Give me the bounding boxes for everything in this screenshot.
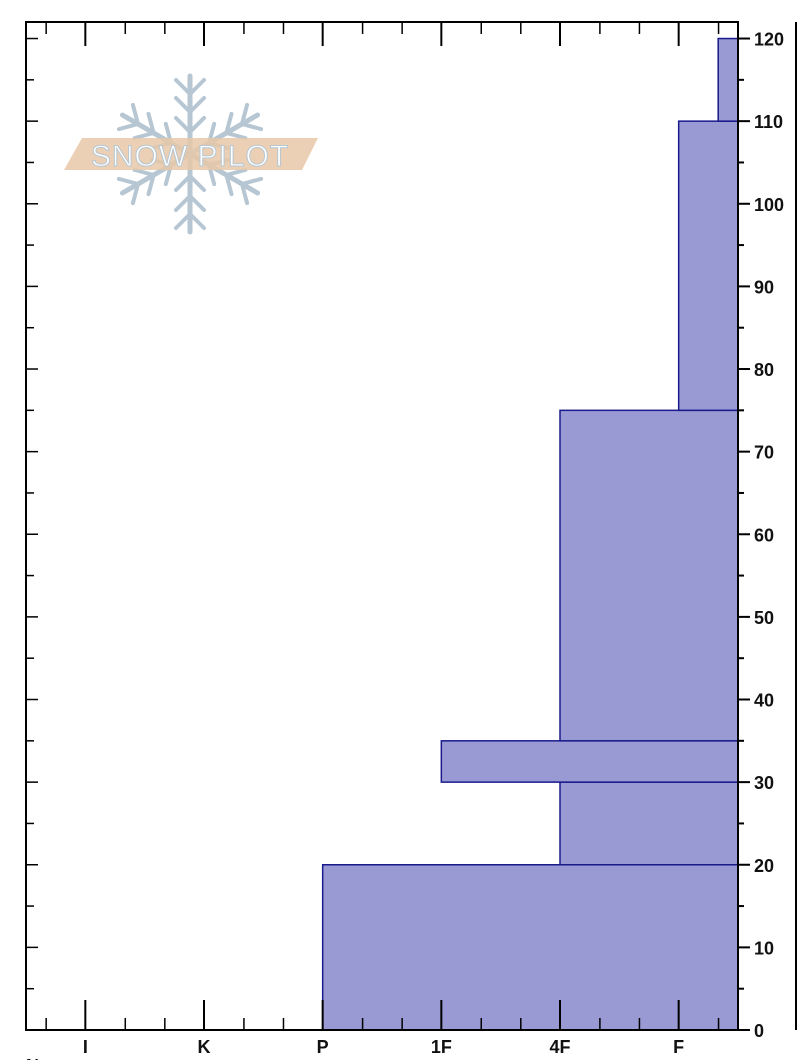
layer-bar-1	[559, 781, 739, 866]
y-tick-label: 70	[754, 443, 774, 463]
layer-bar-4	[677, 120, 739, 412]
y-tick-label: 20	[754, 856, 774, 876]
layer-bar-2	[440, 740, 739, 783]
layer-bar-5	[717, 37, 739, 122]
y-tick-label: 60	[754, 525, 774, 545]
y-tick-label: 0	[754, 1021, 764, 1041]
y-tick-label: 50	[754, 608, 774, 628]
logo-text: SNOW PILOT	[91, 140, 289, 173]
x-tick-label: 4F	[549, 1037, 570, 1057]
y-tick-label: 80	[754, 360, 774, 380]
footer-fragment: N	[26, 1056, 39, 1060]
y-tick-label: 110	[754, 112, 783, 132]
layer-bar-0	[321, 864, 739, 1031]
layer-bars	[321, 37, 739, 1031]
x-tick-label: P	[317, 1037, 329, 1057]
x-tick-label: I	[83, 1037, 88, 1057]
logo-band	[64, 138, 318, 170]
y-tick-label: 10	[754, 938, 774, 958]
x-axis-ticks: I K P 1F 4F F	[45, 22, 720, 1057]
x-tick-label: F	[673, 1037, 684, 1057]
y-tick-label: 90	[754, 277, 774, 297]
snow-pilot-logo: SNOW PILOT	[64, 73, 318, 235]
y-tick-label: 120	[754, 30, 784, 50]
y-tick-label: 100	[754, 195, 784, 215]
layer-bar-3	[559, 409, 739, 742]
x-tick-label: K	[198, 1037, 211, 1057]
y-tick-label: 30	[754, 773, 774, 793]
y-tick-label: 40	[754, 691, 774, 711]
plot-frame	[25, 21, 739, 1031]
x-tick-label: 1F	[431, 1037, 452, 1057]
y-axis-ticks: 0 10 20 30 40 50 60 70 80 90 100 110 120	[26, 30, 784, 1041]
